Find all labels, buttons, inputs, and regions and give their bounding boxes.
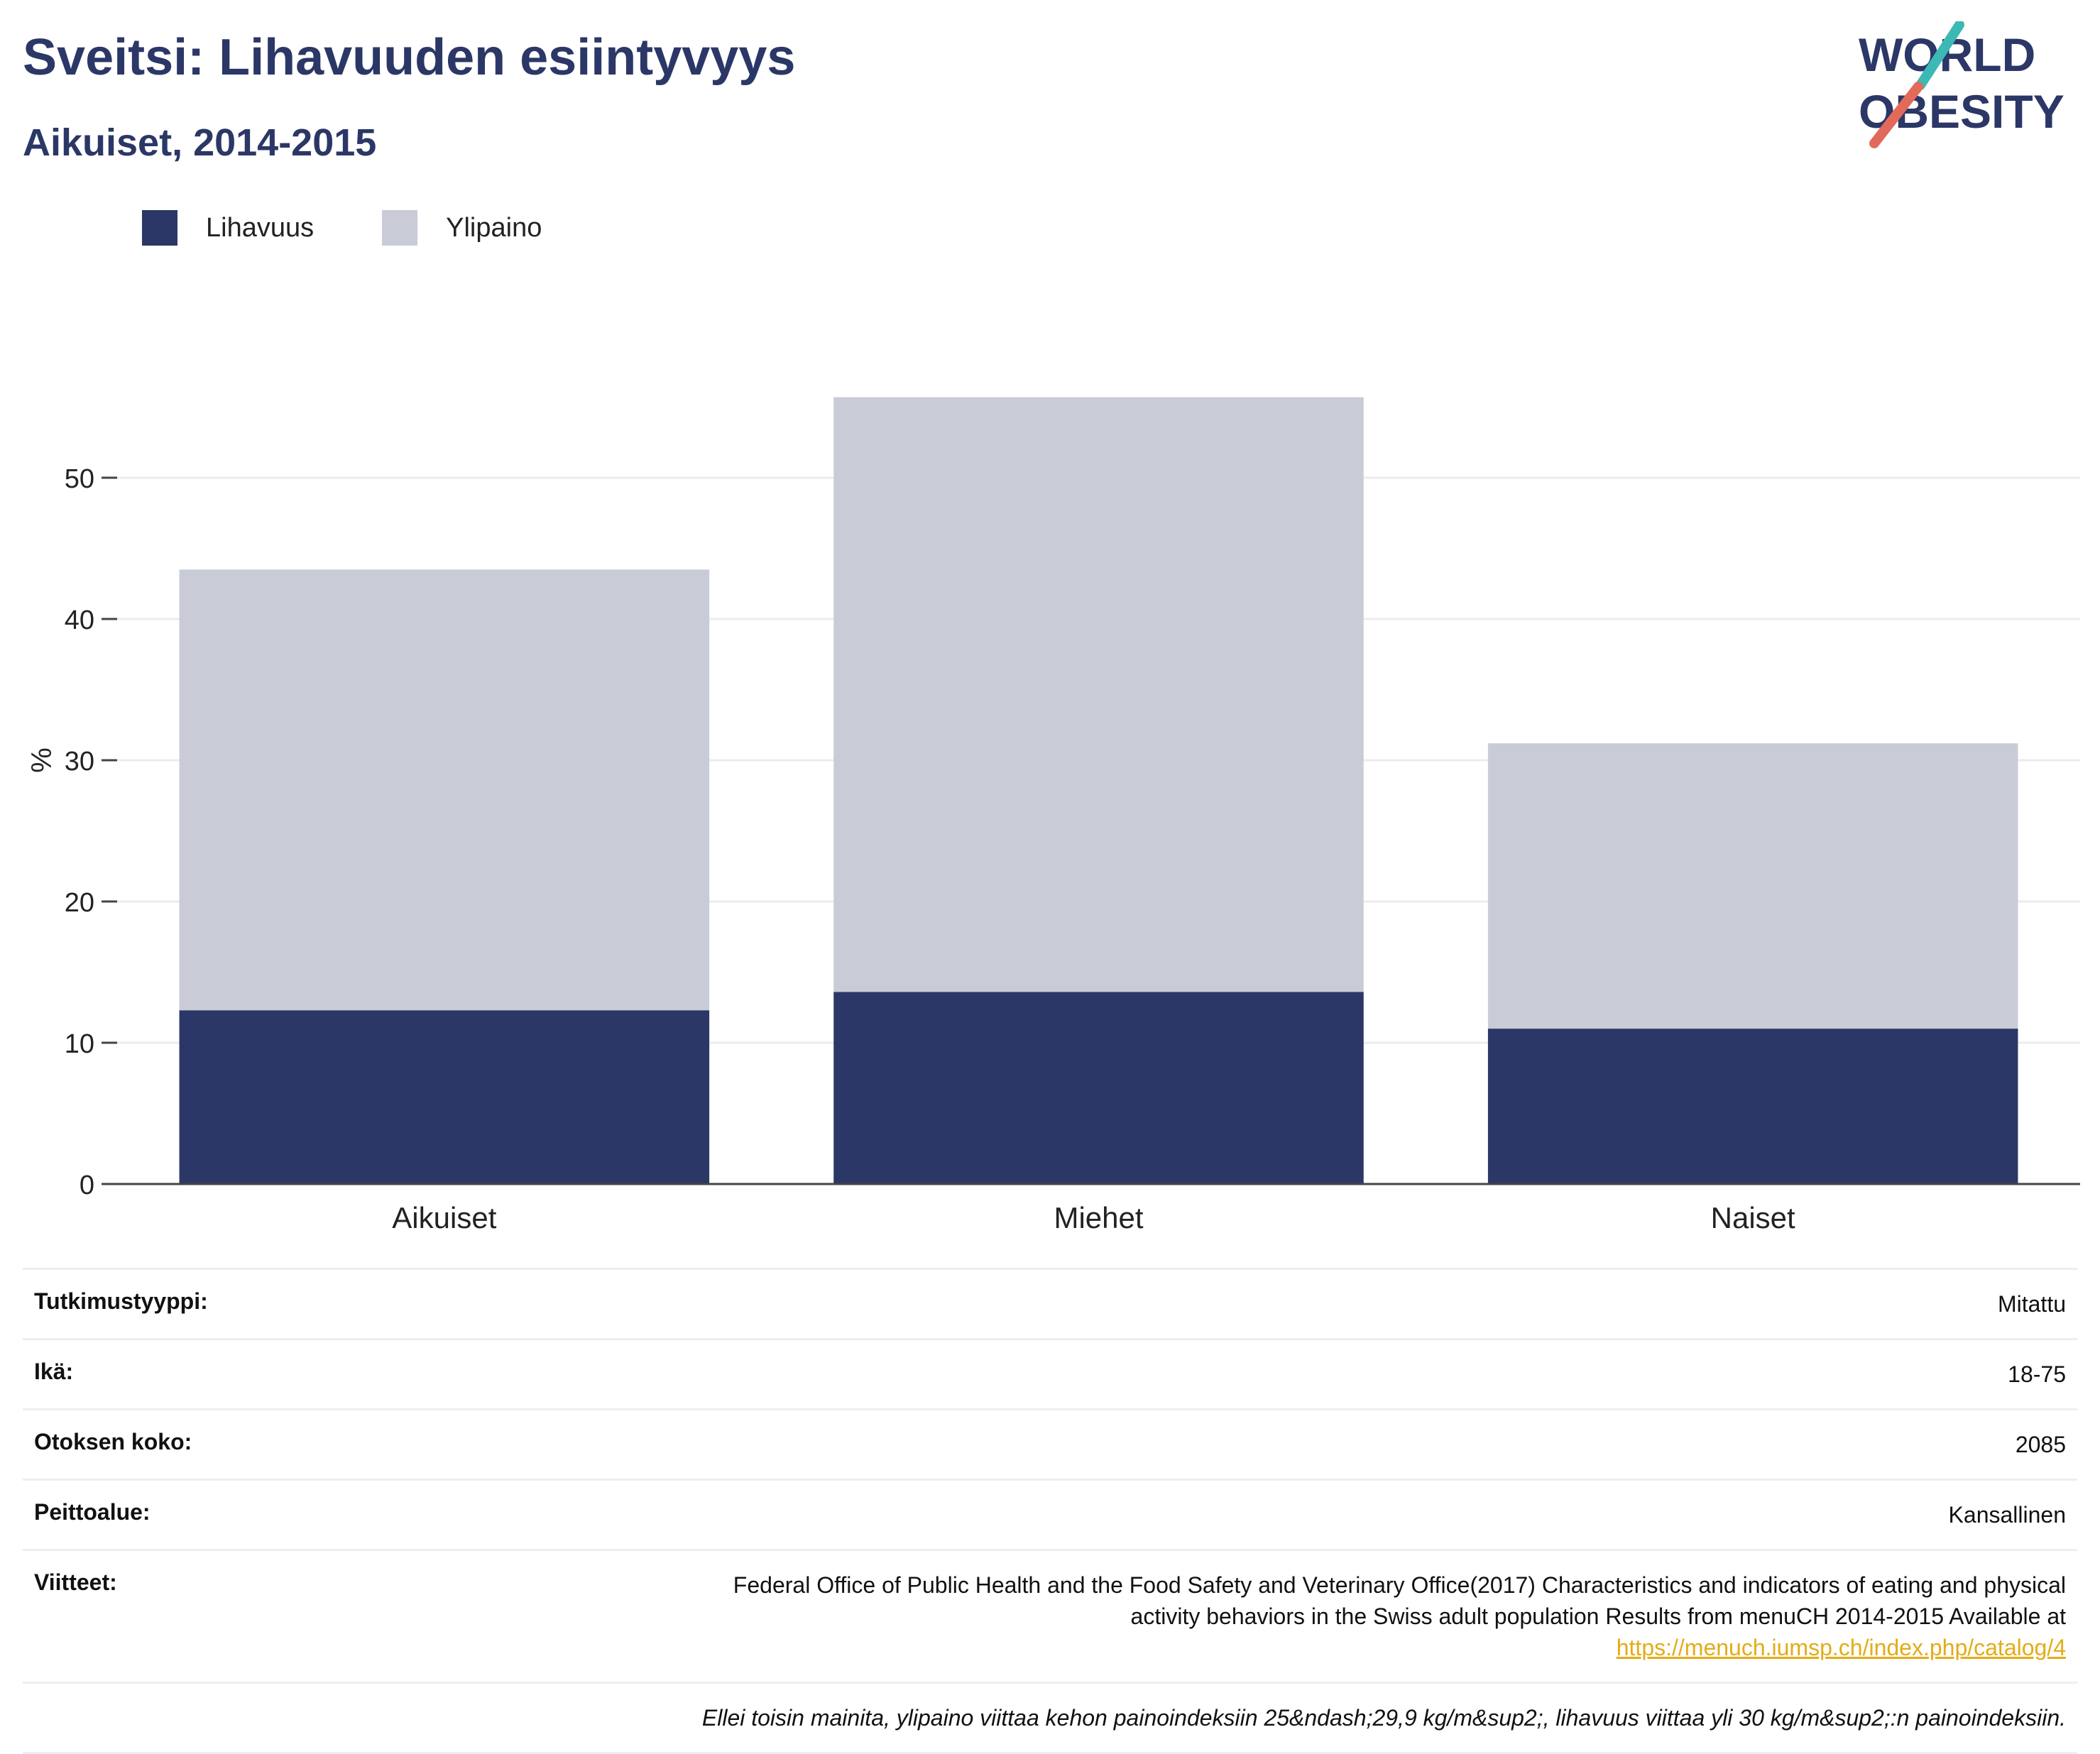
info-row-references: Viitteet: Federal Office of Public Healt… — [23, 1549, 2077, 1682]
legend-label-obesity: Lihavuus — [206, 212, 315, 243]
y-axis-label: % — [26, 747, 58, 773]
stacked-bar-chart: 0 10 20 30 40 50% Aikuiset Miehet Naiset — [26, 397, 2080, 1234]
info-row-note: Ellei toisin mainita, ylipaino viittaa k… — [23, 1682, 2077, 1754]
y-tick-label-20: 20 — [65, 888, 94, 918]
info-row-coverage: Peittoalue: Kansallinen — [23, 1479, 2077, 1549]
info-value: Kansallinen — [1948, 1502, 2066, 1528]
info-key: Ikä: — [34, 1359, 74, 1384]
x-tick-label-aikuiset: Aikuiset — [392, 1201, 496, 1234]
legend: Lihavuus Ylipaino — [142, 210, 581, 246]
y-tick-label-30: 30 — [65, 747, 94, 777]
info-row-study-type: Tutkimustyyppi: Mitattu — [23, 1268, 2077, 1338]
y-tick-label-10: 10 — [65, 1029, 94, 1059]
bar-ylipaino-aikuiset — [179, 569, 710, 1011]
info-value: 18-75 — [2008, 1361, 2066, 1387]
reference-line-1: Federal Office of Public Health and the … — [733, 1572, 2066, 1598]
legend-swatch-overweight — [382, 210, 418, 246]
bar-lihavuus-aikuiset — [179, 1010, 710, 1184]
x-tick-label-naiset: Naiset — [1711, 1201, 1795, 1234]
info-key: Otoksen koko: — [34, 1429, 192, 1454]
bar-ylipaino-miehet — [833, 397, 1364, 992]
bar-lihavuus-miehet — [833, 992, 1364, 1184]
x-tick-label-miehet: Miehet — [1054, 1201, 1143, 1234]
legend-label-overweight: Ylipaino — [446, 212, 542, 243]
info-key: Tutkimustyyppi: — [34, 1288, 208, 1314]
info-key: Peittoalue: — [34, 1499, 151, 1525]
reference-line-2: activity behaviors in the Swiss adult po… — [1130, 1604, 2066, 1629]
logo-teal-stroke — [1915, 21, 1964, 90]
y-tick-label-0: 0 — [80, 1171, 94, 1200]
info-value: 2085 — [2015, 1432, 2066, 1457]
logo-coral-stroke — [1869, 82, 1923, 148]
reference-text: Federal Office of Public Health and the … — [733, 1569, 2066, 1663]
info-key: Viitteet: — [34, 1569, 117, 1595]
study-info-table: Tutkimustyyppi: Mitattu Ikä: 18-75 Otoks… — [23, 1268, 2077, 1754]
world-obesity-logo: WORLD OBESITY — [1859, 21, 2065, 148]
chart-subtitle: Aikuiset, 2014-2015 — [23, 121, 377, 164]
info-value: Mitattu — [1997, 1291, 2066, 1317]
legend-swatch-obesity — [142, 210, 177, 246]
y-tick-label-50: 50 — [65, 464, 94, 494]
bar-ylipaino-naiset — [1487, 743, 2018, 1029]
reference-link[interactable]: https://menuch.iumsp.ch/index.php/catalo… — [1616, 1635, 2066, 1660]
info-row-sample-size: Otoksen koko: 2085 — [23, 1408, 2077, 1479]
chart-title: Sveitsi: Lihavuuden esiintyvyys — [23, 29, 796, 86]
legend-item-obesity[interactable]: Lihavuus — [142, 210, 314, 246]
bar-lihavuus-naiset — [1487, 1029, 2018, 1184]
y-tick-label-40: 40 — [65, 605, 94, 635]
legend-item-overweight[interactable]: Ylipaino — [382, 210, 542, 246]
definition-note: Ellei toisin mainita, ylipaino viittaa k… — [701, 1705, 2066, 1731]
info-row-age: Ikä: 18-75 — [23, 1338, 2077, 1408]
